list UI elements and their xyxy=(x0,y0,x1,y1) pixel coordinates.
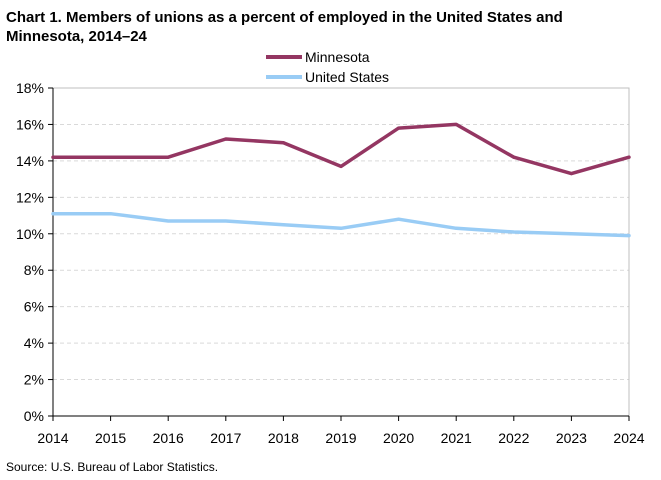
series xyxy=(51,122,631,238)
legend-label-minnesota: Minnesota xyxy=(305,49,370,65)
x-tick-label-2018: 2018 xyxy=(268,430,299,446)
x-tick-label-2023: 2023 xyxy=(556,430,587,446)
x-tick-label-2021: 2021 xyxy=(441,430,472,446)
y-tick-label-6: 12% xyxy=(16,189,44,205)
y-tick-label-4: 8% xyxy=(24,262,44,278)
data-point-united-states-2016 xyxy=(166,219,170,223)
x-axis-ticks: 2014 2015 2016 2017 2018 2019 2020 2021 2022 2023… xyxy=(37,416,645,446)
data-point-minnesota-2023 xyxy=(569,172,573,176)
data-point-minnesota-2015 xyxy=(109,155,113,159)
data-point-united-states-2017 xyxy=(224,219,228,223)
x-tick-label-2017: 2017 xyxy=(210,430,241,446)
data-point-minnesota-2016 xyxy=(166,155,170,159)
data-point-united-states-2021 xyxy=(454,226,458,230)
data-point-united-states-2018 xyxy=(281,223,285,227)
chart-title-line-2: Minnesota, 2014–24 xyxy=(6,28,148,45)
data-point-united-states-2015 xyxy=(109,212,113,216)
data-point-minnesota-2018 xyxy=(281,141,285,145)
y-tick-label-7: 14% xyxy=(16,153,44,169)
data-point-minnesota-2014 xyxy=(51,155,55,159)
axes xyxy=(52,88,629,417)
data-point-minnesota-2019 xyxy=(339,164,343,168)
x-tick-label-2024: 2024 xyxy=(613,430,644,446)
y-tick-label-8: 16% xyxy=(16,116,44,132)
y-tick-label-5: 10% xyxy=(16,226,44,242)
data-point-united-states-2023 xyxy=(569,232,573,236)
x-tick-label-2014: 2014 xyxy=(37,430,68,446)
data-point-minnesota-2020 xyxy=(397,126,401,130)
grid xyxy=(53,123,629,381)
data-point-minnesota-2017 xyxy=(224,137,228,141)
data-point-united-states-2019 xyxy=(339,226,343,230)
y-tick-label-2: 4% xyxy=(24,335,44,351)
x-tick-label-2020: 2020 xyxy=(383,430,414,446)
data-point-minnesota-2021 xyxy=(454,122,458,126)
x-tick-label-2019: 2019 xyxy=(325,430,356,446)
data-point-minnesota-2024 xyxy=(627,155,631,159)
x-tick-label-2015: 2015 xyxy=(95,430,126,446)
y-tick-label-3: 6% xyxy=(24,299,44,315)
y-tick-label-9: 18% xyxy=(16,80,44,96)
y-axis-ticks: 0% 2% 4% 6% 8% 10% 12% 14% 16% 18% xyxy=(16,80,53,424)
chart-title-line-1: Chart 1. Members of unions as a percent … xyxy=(6,9,563,26)
data-point-minnesota-2022 xyxy=(512,155,516,159)
data-point-united-states-2020 xyxy=(397,217,401,221)
y-tick-label-0: 0% xyxy=(24,408,44,424)
series-line-united-states xyxy=(51,211,631,238)
x-tick-label-2016: 2016 xyxy=(153,430,184,446)
data-point-united-states-2022 xyxy=(512,230,516,234)
data-point-united-states-2024 xyxy=(627,234,631,238)
source-note: Source: U.S. Bureau of Labor Statistics. xyxy=(6,460,218,474)
x-tick-label-2022: 2022 xyxy=(498,430,529,446)
legend-label-united-states: United States xyxy=(305,69,389,85)
data-point-united-states-2014 xyxy=(51,212,55,216)
plot-frame xyxy=(52,87,630,417)
y-tick-label-1: 2% xyxy=(24,372,44,388)
